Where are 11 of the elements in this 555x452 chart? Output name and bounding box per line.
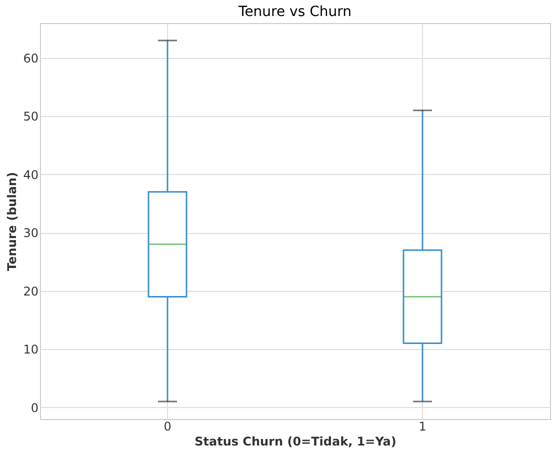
y-tick-label: 10 [23,342,38,357]
chart-title: Tenure vs Churn [238,4,352,20]
y-tick-label: 30 [23,226,38,240]
y-axis-title: Tenure (bulan) [5,172,20,271]
y-tick-label: 20 [23,284,38,298]
y-tick-label: 50 [23,110,38,124]
x-tick-label: 1 [418,420,426,434]
y-tick-label: 40 [23,168,38,182]
y-tick-label: 0 [30,400,38,415]
x-axis-title: Status Churn (0=Tidak, 1=Ya) [194,434,396,448]
y-tick-label: 60 [23,51,38,66]
